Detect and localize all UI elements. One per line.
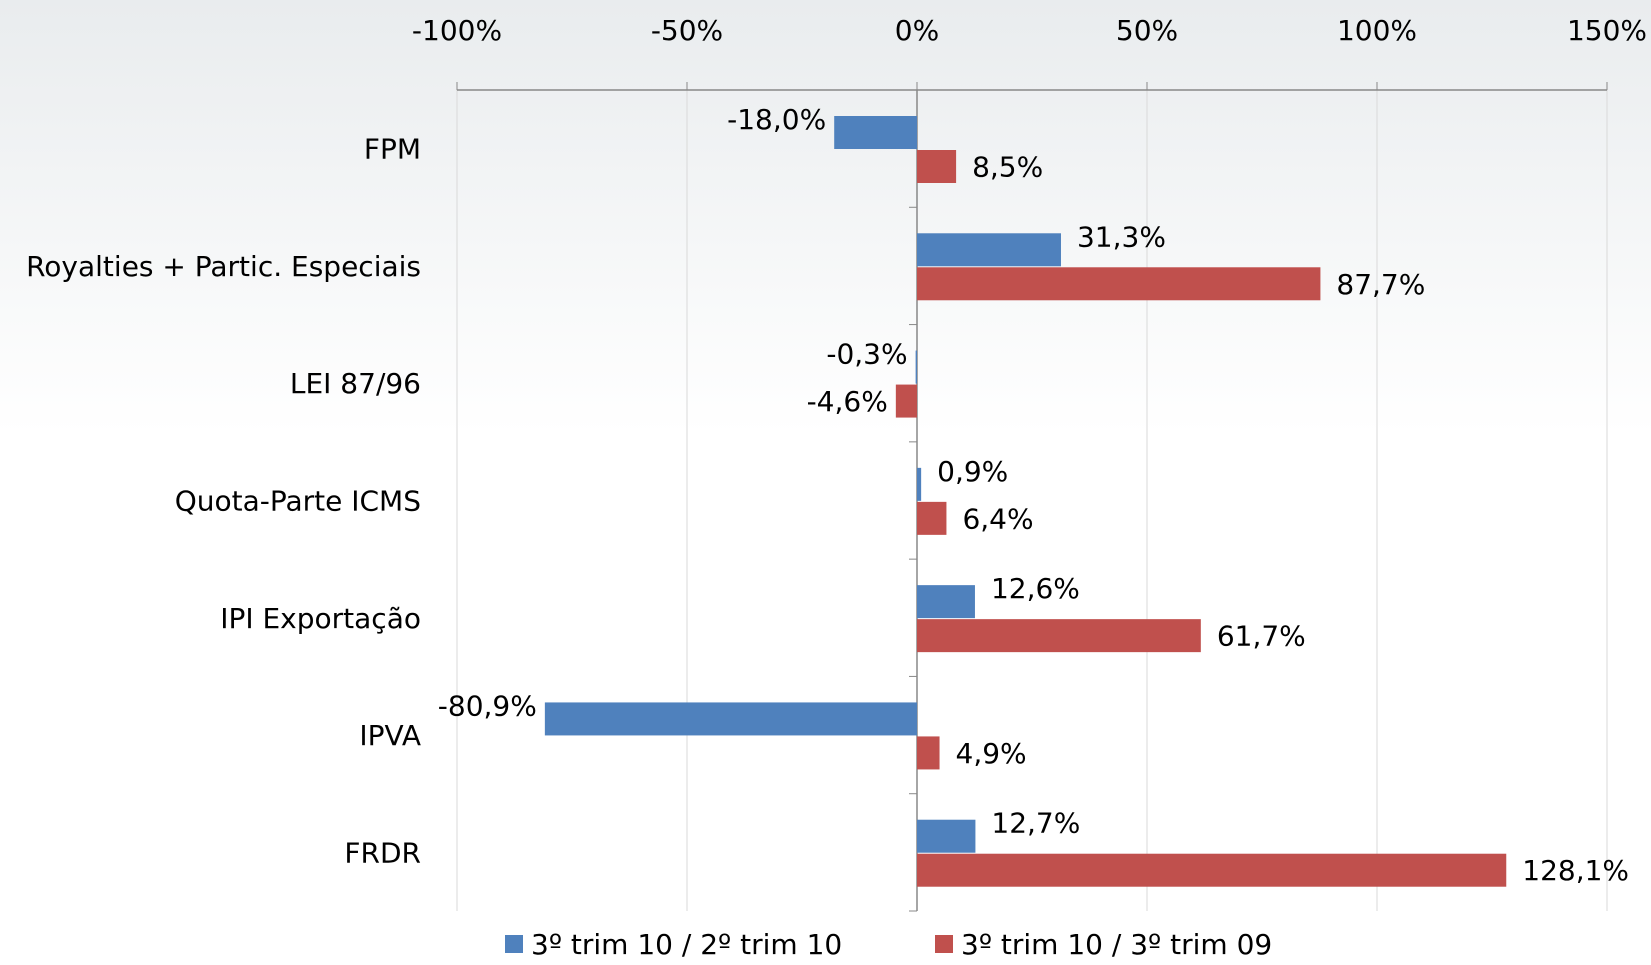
bar xyxy=(917,619,1201,653)
data-label: 12,7% xyxy=(991,807,1080,840)
data-label: 87,7% xyxy=(1336,268,1425,301)
x-tick-label: 100% xyxy=(1337,14,1417,47)
y-tick-label: LEI 87/96 xyxy=(290,367,421,400)
data-label: 61,7% xyxy=(1217,620,1306,653)
bar xyxy=(895,384,917,418)
y-tick-label: IPI Exportação xyxy=(220,602,421,635)
legend-swatch xyxy=(935,935,953,953)
legend-label: 3º trim 10 / 2º trim 10 xyxy=(531,928,842,961)
bar xyxy=(917,736,940,770)
bar xyxy=(917,585,975,619)
y-tick-label: Quota-Parte ICMS xyxy=(175,485,421,518)
data-label: -18,0% xyxy=(727,103,826,136)
y-tick-label: FRDR xyxy=(344,836,421,869)
legend-label: 3º trim 10 / 3º trim 09 xyxy=(961,928,1272,961)
y-tick-label: IPVA xyxy=(359,719,421,752)
data-label: 31,3% xyxy=(1077,220,1166,253)
x-tick-label: 50% xyxy=(1116,14,1178,47)
data-label: 4,9% xyxy=(956,737,1027,770)
data-label: 8,5% xyxy=(972,151,1043,184)
y-tick-label: Royalties + Partic. Especiais xyxy=(26,250,421,283)
bar xyxy=(917,267,1321,301)
data-label: 0,9% xyxy=(937,455,1008,488)
x-tick-label: -50% xyxy=(651,14,723,47)
bar xyxy=(544,702,917,736)
bar xyxy=(917,467,922,501)
bar xyxy=(915,350,917,384)
data-label: 6,4% xyxy=(962,502,1033,535)
bar xyxy=(917,233,1061,267)
bar xyxy=(917,501,947,535)
bar xyxy=(917,853,1507,887)
x-tick-label: 0% xyxy=(895,14,939,47)
bar xyxy=(917,819,976,853)
bar xyxy=(834,116,917,149)
y-tick-label: FPM xyxy=(364,133,421,166)
data-label: -0,3% xyxy=(826,338,907,371)
legend-swatch xyxy=(505,935,523,953)
x-tick-label: 150% xyxy=(1567,14,1647,47)
data-label: -80,9% xyxy=(438,689,537,722)
bar xyxy=(917,150,957,183)
data-label: -4,6% xyxy=(807,385,888,418)
x-tick-label: -100% xyxy=(412,14,502,47)
data-label: 128,1% xyxy=(1522,854,1629,887)
data-label: 12,6% xyxy=(991,572,1080,605)
